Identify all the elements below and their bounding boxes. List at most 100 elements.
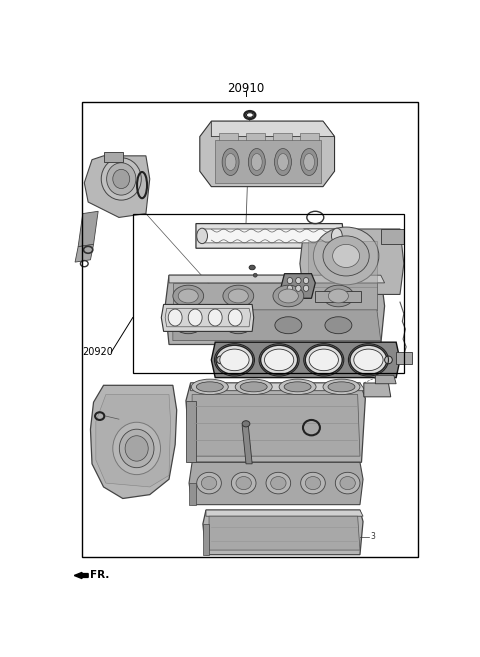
Polygon shape <box>206 510 363 516</box>
Ellipse shape <box>328 382 355 392</box>
Polygon shape <box>211 342 400 378</box>
Polygon shape <box>242 425 252 464</box>
Ellipse shape <box>300 472 325 494</box>
Polygon shape <box>381 229 404 244</box>
Polygon shape <box>196 223 345 248</box>
Polygon shape <box>192 395 360 456</box>
Ellipse shape <box>236 476 252 489</box>
Ellipse shape <box>323 236 369 276</box>
Polygon shape <box>204 229 336 243</box>
Ellipse shape <box>300 148 318 175</box>
Polygon shape <box>281 274 315 298</box>
Text: FR.: FR. <box>90 570 110 581</box>
Ellipse shape <box>223 285 254 307</box>
Ellipse shape <box>323 285 354 307</box>
Ellipse shape <box>325 317 352 334</box>
Ellipse shape <box>178 289 198 303</box>
Ellipse shape <box>253 273 257 277</box>
Ellipse shape <box>225 317 252 334</box>
Polygon shape <box>219 133 238 179</box>
Ellipse shape <box>273 285 304 307</box>
Ellipse shape <box>197 228 207 244</box>
Ellipse shape <box>305 476 321 489</box>
Ellipse shape <box>196 382 223 392</box>
Ellipse shape <box>287 285 293 291</box>
Ellipse shape <box>216 346 253 374</box>
Bar <box>133 214 404 373</box>
Polygon shape <box>200 121 335 187</box>
Ellipse shape <box>264 349 294 371</box>
Ellipse shape <box>296 285 301 291</box>
Polygon shape <box>104 152 123 162</box>
Ellipse shape <box>304 154 314 170</box>
Polygon shape <box>375 375 396 384</box>
Polygon shape <box>189 463 363 505</box>
Ellipse shape <box>313 227 379 285</box>
Polygon shape <box>161 304 254 331</box>
Polygon shape <box>189 483 196 505</box>
Polygon shape <box>273 133 292 179</box>
Ellipse shape <box>277 154 288 170</box>
Polygon shape <box>215 141 322 183</box>
Ellipse shape <box>168 309 182 326</box>
Text: 20920: 20920 <box>82 347 113 357</box>
Polygon shape <box>203 510 363 555</box>
Ellipse shape <box>305 346 342 374</box>
Polygon shape <box>90 385 177 499</box>
Ellipse shape <box>240 382 267 392</box>
Ellipse shape <box>225 154 236 170</box>
Ellipse shape <box>235 379 272 395</box>
Ellipse shape <box>107 163 136 195</box>
Ellipse shape <box>101 158 141 200</box>
Ellipse shape <box>252 154 262 170</box>
Polygon shape <box>96 395 170 487</box>
Polygon shape <box>211 121 335 137</box>
Ellipse shape <box>175 317 202 334</box>
Ellipse shape <box>350 346 387 374</box>
Ellipse shape <box>266 472 291 494</box>
Polygon shape <box>300 133 319 179</box>
Ellipse shape <box>248 148 265 175</box>
Ellipse shape <box>287 277 293 284</box>
Ellipse shape <box>323 379 360 395</box>
Ellipse shape <box>303 285 309 291</box>
Polygon shape <box>246 133 265 179</box>
Ellipse shape <box>228 289 248 303</box>
Text: 20910: 20910 <box>228 81 264 95</box>
Ellipse shape <box>275 317 302 334</box>
Ellipse shape <box>231 472 256 494</box>
Ellipse shape <box>208 309 222 326</box>
Polygon shape <box>186 383 365 463</box>
Ellipse shape <box>173 285 204 307</box>
Polygon shape <box>308 240 377 286</box>
Ellipse shape <box>303 277 309 284</box>
Polygon shape <box>84 156 150 217</box>
Polygon shape <box>203 524 209 555</box>
Ellipse shape <box>201 476 217 489</box>
Polygon shape <box>78 212 98 246</box>
Polygon shape <box>396 352 411 364</box>
Ellipse shape <box>249 265 255 270</box>
Ellipse shape <box>261 346 298 374</box>
Ellipse shape <box>228 309 242 326</box>
Ellipse shape <box>354 349 383 371</box>
Ellipse shape <box>309 349 338 371</box>
Text: 3: 3 <box>370 532 375 541</box>
Ellipse shape <box>271 476 286 489</box>
Ellipse shape <box>113 170 130 189</box>
Ellipse shape <box>125 436 148 461</box>
Ellipse shape <box>275 148 291 175</box>
Ellipse shape <box>284 382 311 392</box>
Polygon shape <box>173 310 381 340</box>
Ellipse shape <box>278 289 299 303</box>
Ellipse shape <box>333 244 360 267</box>
Polygon shape <box>165 275 384 344</box>
Ellipse shape <box>113 422 160 474</box>
Ellipse shape <box>220 349 249 371</box>
Ellipse shape <box>192 379 228 395</box>
Polygon shape <box>169 275 384 283</box>
Polygon shape <box>209 516 360 550</box>
Ellipse shape <box>340 476 355 489</box>
Ellipse shape <box>384 356 392 364</box>
Polygon shape <box>191 383 365 391</box>
